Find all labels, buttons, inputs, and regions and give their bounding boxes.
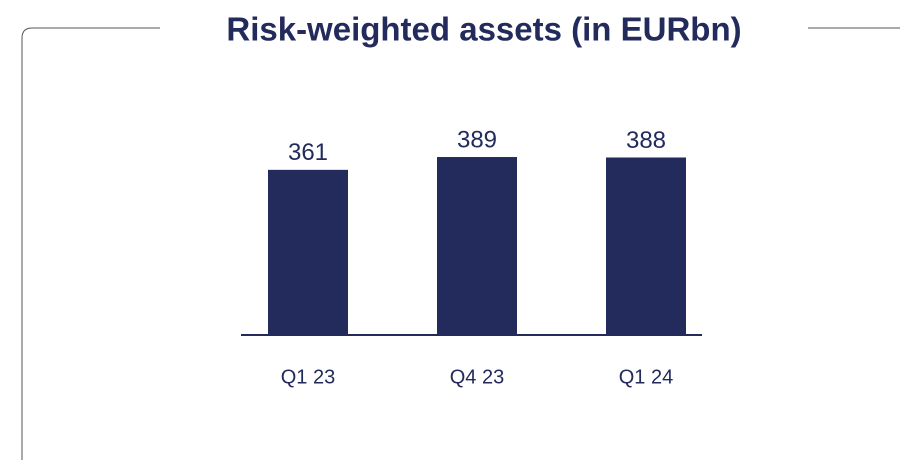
x-tick-label: Q1 24	[619, 366, 673, 388]
bar	[268, 169, 348, 335]
data-label: 361	[288, 139, 328, 166]
data-label: 389	[457, 126, 497, 153]
bar	[606, 157, 686, 335]
bar	[437, 157, 517, 335]
chart-title: Risk-weighted assets (in EURbn)	[226, 11, 741, 48]
frame-left	[21, 27, 160, 460]
x-tick-label: Q1 23	[281, 366, 335, 388]
data-label: 388	[626, 127, 666, 154]
x-tick-label: Q4 23	[450, 366, 504, 388]
